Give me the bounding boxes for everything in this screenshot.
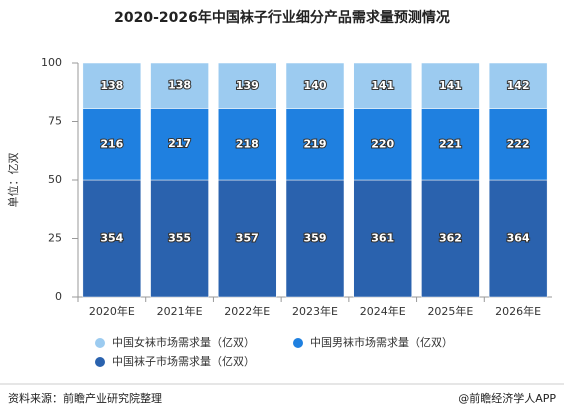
legend-swatch <box>95 338 105 348</box>
legend-label: 中国男袜市场需求量（亿双） <box>310 335 453 349</box>
legend-swatch <box>293 338 303 348</box>
value-label: 355 <box>168 232 191 245</box>
chart-title: 2020-2026年中国袜子行业细分产品需求量预测情况 <box>114 9 450 26</box>
value-label: 221 <box>439 137 462 150</box>
value-label: 219 <box>304 137 327 150</box>
x-tick-label: 2026年E <box>495 304 541 318</box>
legend-label: 中国袜子市场需求量（亿双） <box>112 354 255 368</box>
x-tick-label: 2020年E <box>89 304 135 318</box>
value-label: 220 <box>371 137 394 150</box>
legend-label: 中国女袜市场需求量（亿双） <box>112 335 255 349</box>
bar-segment <box>218 179 277 298</box>
y-tick-label: 0 <box>55 290 62 303</box>
bar-segment <box>285 62 345 109</box>
y-tick-label: 25 <box>48 232 62 245</box>
bar-segment <box>218 108 277 181</box>
x-tick-label: 2023年E <box>292 304 338 318</box>
bar-segment <box>353 62 412 109</box>
bar-segment <box>421 108 480 181</box>
bar-segment <box>82 62 142 109</box>
x-tick-label: 2025年E <box>427 304 473 318</box>
y-tick-label: 50 <box>48 173 62 186</box>
bar-segment <box>150 62 209 109</box>
value-label: 140 <box>304 79 327 92</box>
bar-segment <box>150 179 209 298</box>
value-label: 222 <box>507 137 530 150</box>
bar-segment <box>488 108 548 181</box>
y-axis-label: 单位：亿双 <box>6 153 20 208</box>
value-label: 141 <box>439 79 462 92</box>
x-tick-label: 2021年E <box>157 304 203 318</box>
value-label: 364 <box>507 232 530 245</box>
value-label: 138 <box>168 79 191 92</box>
bar-segment <box>82 108 142 181</box>
y-tick-label: 100 <box>41 56 62 69</box>
value-label: 139 <box>236 79 259 92</box>
source: 资料来源：前瞻产业研究院整理 <box>8 391 162 405</box>
value-label: 354 <box>100 232 123 245</box>
y-tick-label: 75 <box>48 115 62 128</box>
value-label: 362 <box>439 232 462 245</box>
value-label: 138 <box>100 79 123 92</box>
bar-segment <box>218 62 277 109</box>
value-label: 218 <box>236 137 259 150</box>
bar-segment <box>421 62 480 109</box>
value-label: 141 <box>371 79 394 92</box>
value-label: 217 <box>168 137 191 150</box>
bar-segment <box>421 179 480 298</box>
x-tick-label: 2022年E <box>224 304 270 318</box>
bar-segment <box>488 179 548 298</box>
legend-swatch <box>95 357 105 367</box>
value-label: 359 <box>304 232 327 245</box>
x-tick-label: 2024年E <box>360 304 406 318</box>
value-label: 142 <box>507 79 530 92</box>
value-label: 361 <box>371 232 394 245</box>
bar-segment <box>353 179 412 298</box>
bar-segment <box>285 179 345 298</box>
bar-segment <box>353 108 412 181</box>
bar-segment <box>82 179 142 298</box>
brand: @前瞻经济学人APP <box>458 391 556 405</box>
bar-segment <box>150 108 209 181</box>
bar-segment <box>488 62 548 109</box>
value-label: 357 <box>236 232 259 245</box>
bar-segment <box>285 108 345 181</box>
value-label: 216 <box>100 137 123 150</box>
